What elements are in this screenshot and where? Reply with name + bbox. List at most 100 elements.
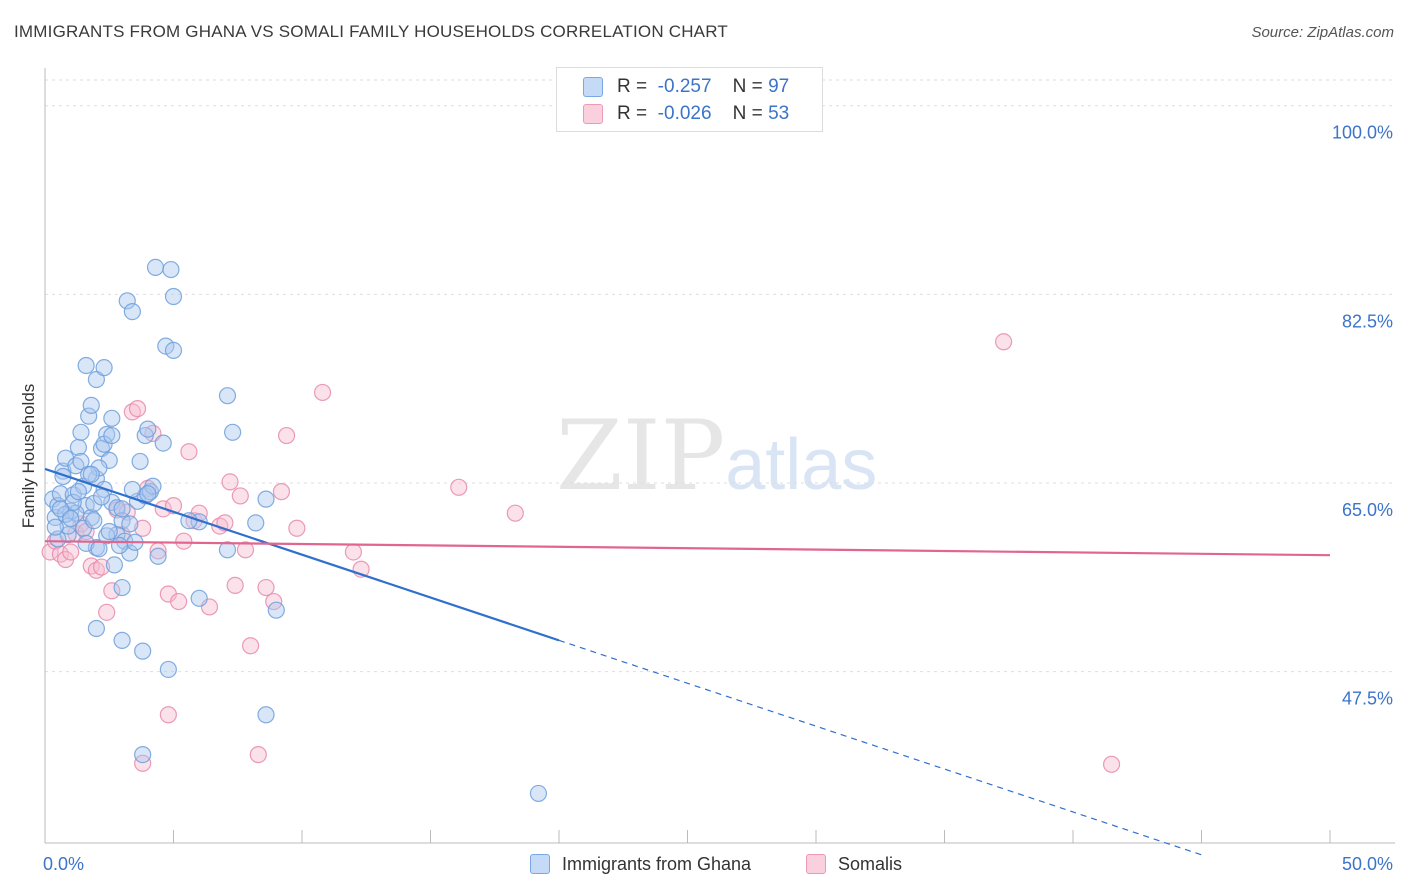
ghana-point — [162, 260, 180, 279]
ghana-point — [131, 452, 149, 471]
ghana-point — [113, 631, 131, 649]
somali-point — [98, 603, 116, 621]
somali-trend-line — [44, 540, 1331, 557]
legend-row-somali: R = -0.026 N = 53 — [583, 102, 789, 126]
somali-point — [506, 504, 524, 522]
ghana-point — [100, 522, 118, 541]
ghana-point — [80, 407, 98, 425]
ghana-point — [95, 359, 113, 377]
somali-point — [313, 383, 332, 402]
somali-point — [170, 592, 188, 611]
legend-r-value: -0.026 — [657, 103, 712, 124]
somali-point — [236, 541, 255, 559]
somali-point — [41, 543, 59, 561]
legend-n-label: N = — [732, 76, 763, 97]
ghana-trend-extension — [558, 639, 1202, 856]
ghana-point — [164, 287, 183, 306]
somali-point — [450, 478, 468, 496]
watermark: ZIPatlas — [556, 400, 877, 512]
legend-r-label: R = — [617, 76, 648, 97]
legend-n-value: 97 — [768, 76, 790, 97]
ghana-point — [139, 420, 157, 438]
ghana-point — [267, 601, 285, 619]
ghana-point — [82, 396, 100, 414]
ghana-point — [85, 512, 103, 530]
somali-point — [103, 582, 121, 600]
x-tick-label-min: 0.0% — [43, 854, 84, 874]
ghana-point — [62, 509, 80, 528]
trend-lines — [44, 467, 1331, 856]
ghana-point — [154, 434, 172, 452]
bottom-legend-swatch-ghana — [530, 854, 550, 874]
ghana-point — [218, 387, 237, 405]
somali-point — [159, 706, 177, 724]
ghana-point — [105, 556, 123, 574]
somali-point — [175, 532, 193, 550]
bottom-legend-ghana: Immigrants from Ghana — [530, 852, 751, 876]
ghana-point — [113, 578, 131, 597]
ghana-point — [108, 499, 126, 517]
somali-point — [231, 487, 249, 505]
somali-point — [1102, 755, 1121, 773]
gridlines — [45, 79, 1395, 673]
ghana-point — [146, 258, 165, 277]
ghana-point — [118, 292, 136, 310]
y-axis-label: Family Households — [19, 384, 38, 529]
somali-point — [257, 578, 275, 597]
ghana-point — [46, 518, 64, 536]
ghana-point — [149, 547, 167, 565]
ghana-point — [54, 462, 72, 480]
somali-point — [87, 561, 106, 579]
legend-row-ghana: R = -0.257 N = 97 — [583, 75, 789, 99]
somali-point — [134, 754, 152, 772]
ghana-point — [123, 480, 141, 499]
ghana-point — [90, 540, 108, 558]
somali-point — [226, 576, 244, 594]
ghana-point — [77, 356, 95, 375]
ghana-point — [134, 642, 152, 660]
ghana-point — [529, 784, 548, 803]
somali-point — [277, 426, 296, 445]
ghana-point — [123, 303, 141, 321]
legend-r-label: R = — [617, 103, 648, 124]
y-tick-label: 65.0% — [1342, 500, 1393, 520]
somali-point — [62, 543, 80, 561]
stats-legend: R = -0.257 N = 97 R = -0.026 N = 53 — [556, 67, 823, 132]
ghana-point — [139, 485, 157, 503]
ghana-point — [51, 485, 70, 503]
somali-point — [249, 746, 267, 764]
ghana-point — [72, 452, 90, 471]
y-tick-label: 82.5% — [1342, 311, 1393, 331]
somali-point — [128, 400, 147, 418]
legend-swatch-ghana — [583, 77, 603, 97]
ghana-point — [103, 426, 121, 445]
ghana-point — [92, 488, 111, 506]
ghana-point — [77, 534, 95, 552]
ghana-point — [218, 541, 237, 559]
bottom-legend-label-ghana: Immigrants from Ghana — [562, 853, 752, 874]
axis-labels: 47.5% 65.0% 82.5% 100.0% 0.0% 50.0% Family Hou… — [19, 123, 1393, 874]
bottom-legend-somali: Somalis — [806, 852, 902, 876]
ghana-point — [164, 341, 183, 360]
ghana-point — [69, 483, 88, 501]
ghana-point — [190, 589, 208, 607]
legend-r-value: -0.257 — [657, 76, 712, 97]
legend-n-label: N = — [732, 103, 763, 124]
ghana-point — [121, 515, 139, 533]
watermark-zip: ZIP — [556, 400, 726, 512]
ghana-trend-line — [44, 467, 560, 642]
ghana-point — [159, 660, 177, 679]
somali-point — [123, 403, 141, 421]
y-tick-label: 47.5% — [1342, 689, 1393, 709]
somali-point — [242, 637, 260, 655]
axes — [44, 68, 1395, 844]
ghana-point — [103, 409, 121, 427]
ghana-point — [257, 706, 275, 724]
somali-point — [288, 519, 306, 537]
ghana-point — [247, 514, 265, 532]
somali-point — [221, 473, 239, 491]
ghana-point — [87, 619, 106, 638]
ghana-point — [72, 423, 90, 441]
x-tick-label-max: 50.0% — [1342, 854, 1393, 874]
